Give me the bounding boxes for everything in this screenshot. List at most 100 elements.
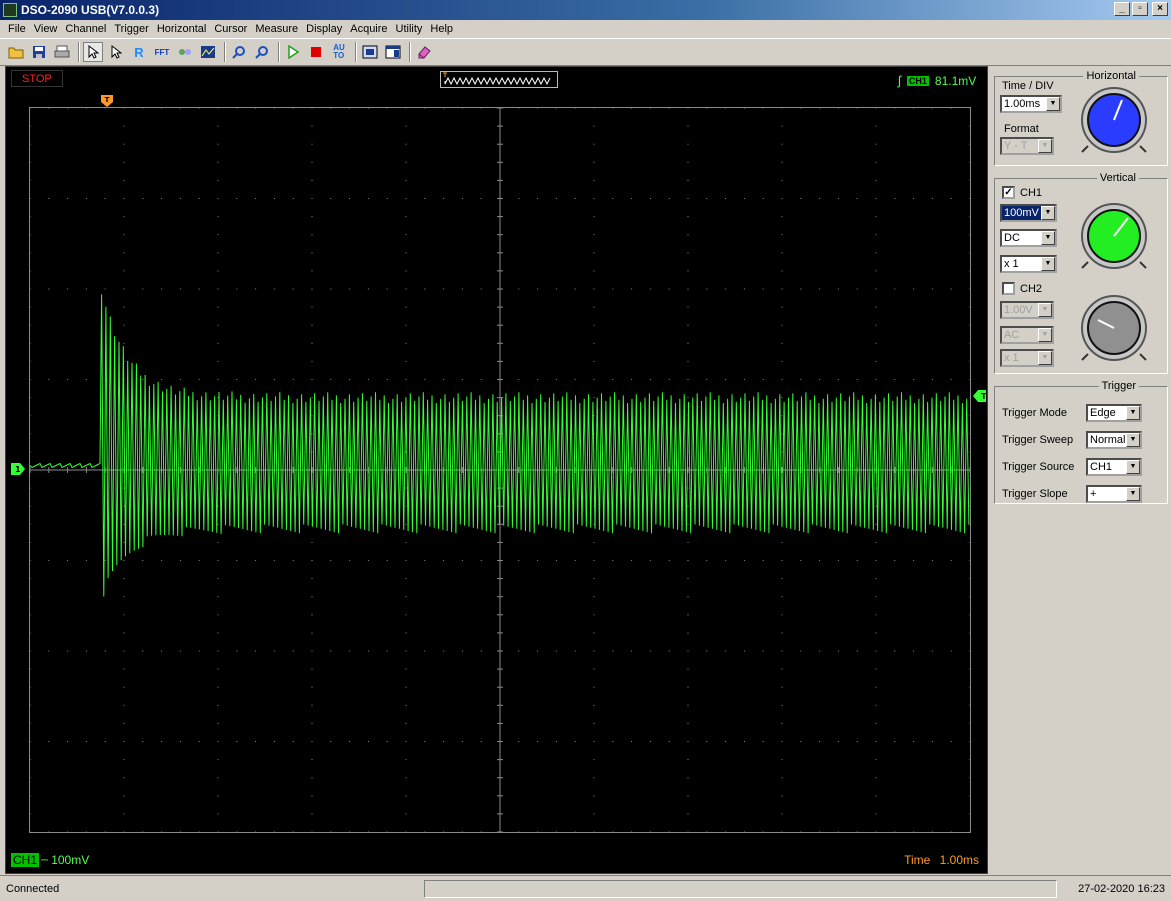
- pointer-icon[interactable]: [106, 42, 126, 62]
- menu-trigger[interactable]: Trigger: [114, 23, 149, 35]
- chart-icon[interactable]: [198, 42, 218, 62]
- trigger-position-marker[interactable]: T: [100, 94, 114, 108]
- ref-icon[interactable]: R: [134, 44, 144, 60]
- grid-dot: [875, 704, 877, 706]
- grid-dot: [123, 759, 125, 761]
- ch2-volts-value: 1.00V: [1004, 304, 1033, 316]
- minimize-button[interactable]: _: [1114, 2, 1130, 16]
- trigger-mode-select[interactable]: Edge ▼: [1086, 404, 1142, 422]
- trigger-source-select[interactable]: CH1 ▼: [1086, 458, 1142, 476]
- ch1-ground-marker[interactable]: 1: [10, 462, 26, 476]
- grid-dot: [875, 831, 877, 833]
- grid-dot: [29, 379, 31, 380]
- grid-dot: [593, 397, 595, 399]
- grid-dot: [67, 107, 69, 109]
- eraser-icon[interactable]: [414, 42, 434, 62]
- menu-file[interactable]: File: [8, 23, 26, 35]
- grid-dot: [555, 198, 557, 199]
- grid-dot: [179, 560, 181, 561]
- capture-icon[interactable]: [360, 42, 380, 62]
- ch2-coupling-select[interactable]: AC ▼: [1000, 326, 1054, 344]
- restore-button[interactable]: ▫: [1132, 2, 1148, 16]
- dc-coupling-icon: ⎓: [41, 854, 49, 865]
- grid-dot: [123, 523, 125, 525]
- ch2-probe-select[interactable]: x 1 ▼: [1000, 349, 1054, 367]
- menu-display[interactable]: Display: [306, 23, 343, 35]
- grid-dot: [969, 143, 971, 145]
- menu-channel[interactable]: Channel: [65, 23, 107, 35]
- grid-dot: [969, 270, 971, 272]
- ch1-checkbox[interactable]: ✓: [1002, 186, 1015, 199]
- print-icon[interactable]: [52, 42, 72, 62]
- grid-dot: [518, 379, 520, 380]
- ch2-volts-select[interactable]: 1.00V ▼: [1000, 301, 1054, 319]
- grid-dot: [29, 795, 31, 797]
- trigger-mode-label: Trigger Mode: [1002, 407, 1068, 419]
- time-base-knob[interactable]: [1072, 84, 1156, 154]
- menu-acquire[interactable]: Acquire: [350, 23, 388, 35]
- ch1-probe-select[interactable]: x 1 ▼: [1000, 255, 1057, 273]
- format-select[interactable]: Y - T ▼: [1000, 137, 1054, 155]
- run-icon[interactable]: [283, 42, 303, 62]
- grid-dot: [725, 198, 727, 199]
- grid-dot: [311, 795, 313, 797]
- grid-dot: [913, 650, 915, 652]
- trigger-sweep-select[interactable]: Normal ▼: [1086, 431, 1142, 449]
- grid-dot: [424, 741, 426, 742]
- fft-icon[interactable]: FFT: [154, 47, 170, 57]
- waveform-overview[interactable]: [440, 71, 558, 88]
- grid-dot: [349, 107, 351, 109]
- menu-view[interactable]: View: [33, 23, 58, 35]
- grid-dot: [217, 270, 219, 272]
- auto-icon[interactable]: AU TO: [333, 43, 345, 60]
- menu-utility[interactable]: Utility: [395, 23, 423, 35]
- grid-dot: [687, 161, 689, 163]
- waveform-plot[interactable]: [29, 107, 971, 833]
- ch1-volts-knob[interactable]: [1072, 200, 1156, 270]
- grid-dot: [781, 433, 783, 435]
- grid-dot: [781, 741, 783, 742]
- grid-dot: [800, 379, 802, 380]
- grid-dot: [48, 831, 50, 833]
- window-icon[interactable]: [383, 42, 403, 62]
- menu-horizontal[interactable]: Horizontal: [156, 23, 207, 35]
- grid-dot: [217, 668, 219, 670]
- grid-dot: [29, 270, 31, 272]
- grid-dot: [29, 342, 31, 344]
- ch1-volts-select[interactable]: 100mV ▼: [1000, 204, 1057, 222]
- save-icon[interactable]: [29, 42, 49, 62]
- zoom-in-icon[interactable]: [229, 42, 249, 62]
- menu-help[interactable]: Help: [430, 23, 454, 35]
- ch2-volts-knob[interactable]: [1072, 292, 1156, 362]
- open-icon[interactable]: [6, 42, 26, 62]
- ch1-coupling-select[interactable]: DC ▼: [1000, 229, 1057, 247]
- grid-dot: [217, 722, 219, 724]
- menu-cursor[interactable]: Cursor: [214, 23, 248, 35]
- ch2-checkbox[interactable]: [1002, 282, 1015, 295]
- grid-dot: [781, 650, 783, 652]
- grid-dot: [480, 831, 482, 833]
- trigger-slope-select[interactable]: + ▼: [1086, 485, 1142, 503]
- grid-dot: [123, 704, 125, 706]
- grid-dot: [781, 216, 783, 218]
- trigger-level-marker[interactable]: T: [973, 389, 987, 403]
- menu-measure[interactable]: Measure: [255, 23, 299, 35]
- stop-icon[interactable]: [306, 42, 326, 62]
- close-button[interactable]: ×: [1152, 2, 1168, 16]
- run-state-indicator[interactable]: STOP: [11, 70, 63, 87]
- zoom-out-icon[interactable]: [252, 42, 272, 62]
- grid-dot: [875, 759, 877, 761]
- grid-dot: [762, 831, 764, 833]
- grid-dot: [781, 397, 783, 399]
- grid-dot: [781, 288, 783, 290]
- grid-dot: [969, 415, 971, 417]
- grid-dot: [969, 161, 971, 163]
- grid-dot: [894, 831, 896, 833]
- scope-display[interactable]: STOP ʃ CH1 81.1mV T 1 T CH1 ⎓ 100mV Time: [5, 66, 988, 874]
- grid-dot: [255, 741, 257, 742]
- grid-dot: [969, 234, 971, 236]
- select-pointer-icon[interactable]: [83, 42, 103, 62]
- math-icon[interactable]: [175, 42, 195, 62]
- vertical-group: Vertical: [994, 172, 1168, 374]
- time-div-select[interactable]: 1.00ms ▼: [1000, 95, 1062, 113]
